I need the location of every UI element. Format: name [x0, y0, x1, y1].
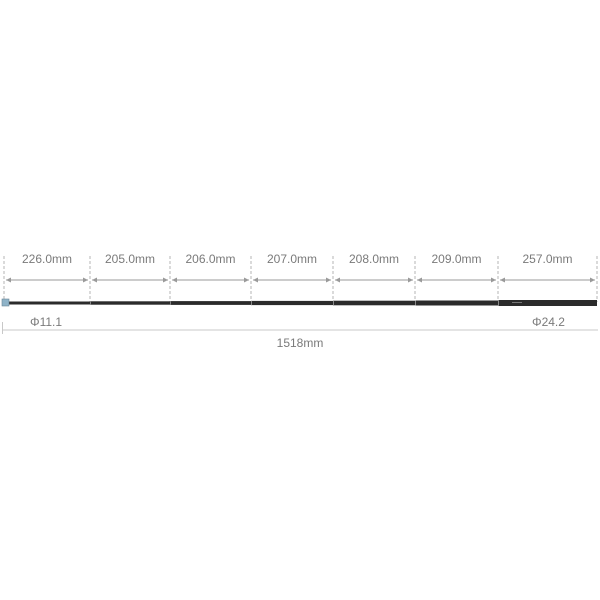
segment-length-label: 206.0mm	[185, 252, 235, 266]
arrow-left-icon	[335, 277, 340, 283]
segment-length-label: 207.0mm	[267, 252, 317, 266]
diameter-small-label: Φ11.1	[30, 315, 62, 329]
pole-segment	[90, 301, 170, 305]
arrow-right-icon	[408, 277, 413, 283]
arrow-right-icon	[244, 277, 249, 283]
arrow-left-icon	[417, 277, 422, 283]
segment-length-label: 257.0mm	[522, 252, 572, 266]
pole-tip-cap	[1, 298, 10, 307]
arrow-left-icon	[172, 277, 177, 283]
segment-length-label: 205.0mm	[105, 252, 155, 266]
arrow-right-icon	[83, 277, 88, 283]
pole-segment	[4, 301, 90, 305]
arrow-right-icon	[491, 277, 496, 283]
arrow-left-icon	[253, 277, 258, 283]
pole-segment	[415, 300, 498, 306]
pole-grip-mark	[512, 302, 522, 303]
pole-segment	[498, 300, 597, 306]
segment-length-label: 226.0mm	[22, 252, 72, 266]
total-length-label: 1518mm	[277, 336, 324, 350]
arrow-left-icon	[92, 277, 97, 283]
arrow-right-icon	[163, 277, 168, 283]
pole-segment	[170, 301, 251, 305]
pole-segment	[251, 300, 333, 306]
segment-length-label: 209.0mm	[431, 252, 481, 266]
arrow-left-icon	[500, 277, 505, 283]
segment-length-label: 208.0mm	[349, 252, 399, 266]
arrow-right-icon	[326, 277, 331, 283]
arrow-right-icon	[590, 277, 595, 283]
pole-segment	[333, 300, 415, 306]
diameter-large-label: Φ24.2	[532, 315, 565, 329]
arrow-left-icon	[6, 277, 11, 283]
